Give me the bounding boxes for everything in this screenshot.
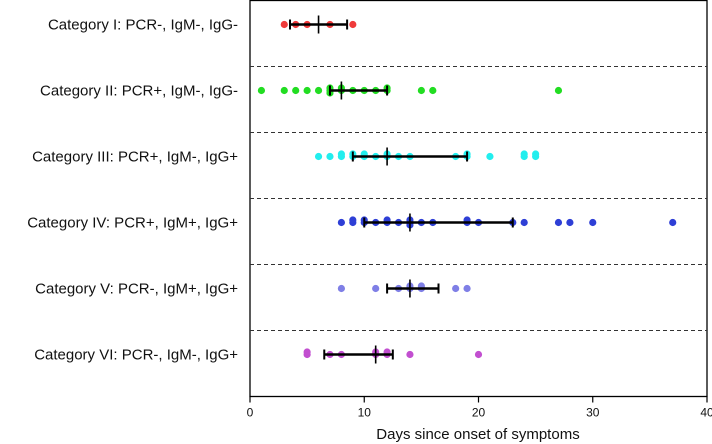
data-point	[429, 86, 437, 95]
data-point	[406, 350, 414, 359]
category-series	[337, 279, 471, 298]
data-point	[372, 284, 380, 293]
data-point	[326, 152, 334, 161]
category-labels: Category I: PCR-, IgM-, IgG- Category II:…	[27, 17, 238, 364]
category-label: Category V: PCR-, IgM+, IgG+	[35, 281, 238, 298]
category-separators	[250, 66, 707, 331]
data-point	[520, 150, 528, 158]
data-point	[337, 150, 345, 158]
x-axis-title: Days since onset of symptoms	[376, 426, 579, 443]
data-point	[337, 218, 345, 227]
data-point	[669, 218, 677, 227]
category-series	[337, 213, 677, 232]
data-point	[303, 348, 311, 356]
category-series	[257, 81, 563, 100]
data-point	[463, 284, 471, 293]
x-tick-label: 20	[472, 406, 486, 420]
category-label: Category III: PCR+, IgM-, IgG+	[32, 149, 238, 166]
data-point	[554, 218, 563, 227]
data-point	[452, 284, 460, 293]
category-label: Category IV: PCR+, IgM+, IgG+	[27, 215, 238, 232]
data-point	[314, 86, 323, 95]
data-point	[349, 216, 357, 224]
data-point	[417, 86, 425, 95]
data-point	[292, 86, 300, 95]
data-point	[314, 152, 323, 161]
x-tick-label: 40	[700, 406, 712, 420]
data-point	[337, 284, 345, 293]
category-label: Category VI: PCR-, IgM-, IgG+	[34, 347, 238, 364]
x-tick-label: 10	[358, 406, 372, 420]
data-series	[257, 15, 677, 364]
data-point	[280, 20, 288, 29]
data-point	[349, 20, 357, 29]
category-series	[314, 147, 540, 166]
data-point	[257, 86, 266, 95]
data-point	[554, 86, 563, 95]
data-point	[303, 86, 311, 95]
category-label: Category II: PCR+, IgM-, IgG-	[40, 83, 238, 100]
data-point	[532, 150, 540, 158]
x-axis: 0 10 20 30 40	[247, 396, 712, 420]
category-label: Category I: PCR-, IgM-, IgG-	[48, 17, 238, 34]
data-point	[474, 350, 483, 359]
data-point	[280, 86, 288, 95]
category-series	[303, 345, 483, 364]
data-point	[566, 218, 574, 227]
x-tick-label: 30	[586, 406, 600, 420]
x-tick-label: 0	[247, 406, 254, 420]
data-point	[520, 218, 528, 227]
data-point	[486, 152, 494, 161]
category-series	[280, 15, 357, 34]
data-point	[589, 218, 597, 227]
